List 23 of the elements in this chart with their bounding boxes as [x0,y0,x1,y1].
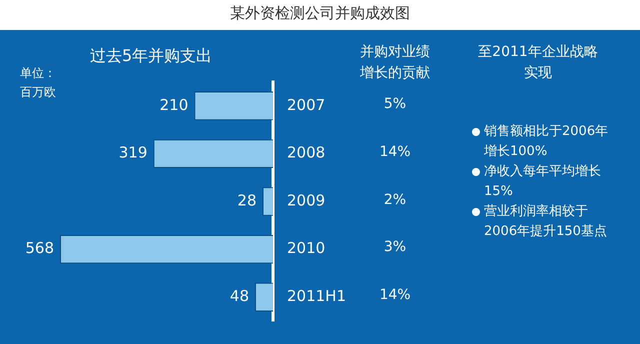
text: 某外资检测公司并购成效图 [229,4,411,23]
text: 净收入每年平均增长15% [483,163,602,201]
text: 14% [378,144,412,160]
text: 单位：百万欧 [20,65,57,101]
text: 14% [379,287,411,304]
data-label: 48 [230,286,250,305]
y-tick-label: 2008 [287,144,326,162]
y-tick-label: 2011H1 [287,286,346,305]
text: 营业利润率相较于2006年提升150基点 [483,203,608,241]
y-tick-label: 2007 [287,96,326,114]
data-label: 319 [118,144,148,162]
text: 并购对业绩增长的贡献 [359,43,431,83]
text: 3% [382,239,408,256]
text: 至2011年企业战略实现 [478,43,598,83]
y-tick-label: 2009 [287,191,326,210]
data-label: 210 [160,96,188,114]
text: 5% [382,96,408,112]
data-label: 568 [25,239,54,258]
chart-subtitle: 过去5年并购支出 [90,46,212,67]
text: 2% [382,192,408,208]
data-label: 28 [237,191,257,210]
y-tick-label: 2010 [287,239,326,258]
text: 销售额相比于2006年增长100% [483,123,610,161]
